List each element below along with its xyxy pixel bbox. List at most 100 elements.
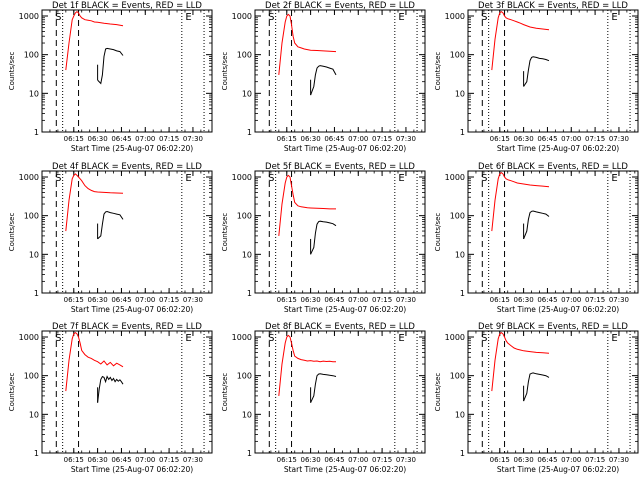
y-tick-label: 1000: [232, 333, 252, 342]
x-tick-label: 07:15: [159, 456, 179, 464]
x-tick-label: 07:15: [159, 135, 179, 143]
time-marker-label: E: [185, 12, 191, 23]
y-tick-label: 100: [237, 212, 252, 221]
x-tick-label: 06:30: [301, 135, 321, 143]
time-marker-label: S: [55, 12, 61, 23]
y-tick-label: 1000: [445, 173, 465, 182]
x-tick-label: 06:15: [277, 296, 297, 304]
x-tick-label: 07:15: [372, 456, 392, 464]
y-tick-label: 100: [237, 51, 252, 60]
detector-chart-4: Det 4f BLACK = Events, RED = LLD Counts/s…: [8, 162, 213, 314]
detector-chart-7: Det 7f BLACK = Events, RED = LLD Counts/s…: [8, 322, 213, 474]
x-tick-label: 07:30: [609, 296, 629, 304]
y-axis-label: Counts/sec: [434, 373, 442, 412]
x-axis-label: Start Time (25-Aug-07 06:02:20): [497, 144, 619, 153]
time-marker-label: S: [55, 173, 61, 184]
y-tick-label: 10: [29, 89, 39, 98]
x-tick-label: 07:30: [396, 135, 416, 143]
x-tick-label: 06:15: [277, 456, 297, 464]
x-tick-label: 06:45: [324, 296, 344, 304]
y-tick-label: 1: [34, 289, 39, 298]
time-marker-label: E: [398, 12, 404, 23]
x-tick-label: 07:30: [183, 456, 203, 464]
y-tick-label: 10: [29, 410, 39, 419]
time-marker-label: S: [481, 12, 487, 23]
lld-series-line: [65, 10, 124, 71]
time-marker-label: E: [611, 333, 617, 344]
chart-title: Det 9f BLACK = Events, RED = LLD: [478, 322, 628, 332]
x-tick-label: 06:45: [537, 135, 557, 143]
x-tick-label: 06:45: [537, 456, 557, 464]
y-tick-label: 1: [460, 128, 465, 137]
x-tick-label: 06:30: [514, 296, 534, 304]
detector-chart-8: Det 8f BLACK = Events, RED = LLD Counts/s…: [221, 322, 426, 474]
x-axis-label: Start Time (25-Aug-07 06:02:20): [71, 465, 193, 474]
x-tick-label: 07:15: [372, 135, 392, 143]
y-tick-label: 10: [29, 250, 39, 259]
chart-title: Det 3f BLACK = Events, RED = LLD: [478, 1, 628, 11]
x-tick-label: 07:15: [585, 456, 605, 464]
plot-frame: [41, 170, 213, 294]
x-tick-label: 07:00: [348, 456, 368, 464]
x-tick-label: 07:30: [396, 296, 416, 304]
x-tick-label: 07:30: [609, 456, 629, 464]
y-tick-label: 1000: [232, 12, 252, 21]
x-tick-label: 07:00: [561, 296, 581, 304]
x-tick-label: 06:15: [64, 456, 84, 464]
y-axis-label: Counts/sec: [434, 213, 442, 252]
y-tick-label: 10: [242, 250, 252, 259]
x-tick-label: 06:15: [64, 135, 84, 143]
y-tick-label: 100: [450, 372, 465, 381]
events-series-line: [523, 372, 550, 402]
x-tick-label: 07:15: [585, 135, 605, 143]
x-tick-label: 07:30: [183, 135, 203, 143]
y-tick-label: 1000: [445, 333, 465, 342]
y-axis-label: Counts/sec: [221, 373, 229, 412]
y-tick-label: 1: [460, 449, 465, 458]
events-series-line: [310, 373, 337, 403]
y-tick-label: 100: [450, 212, 465, 221]
y-tick-label: 10: [455, 250, 465, 259]
detector-chart-3: Det 3f BLACK = Events, RED = LLD Counts/s…: [434, 1, 639, 153]
time-marker-label: S: [268, 173, 274, 184]
time-marker-label: E: [398, 173, 404, 184]
y-tick-label: 1: [247, 128, 252, 137]
chart-title: Det 8f BLACK = Events, RED = LLD: [265, 322, 415, 332]
y-tick-label: 10: [455, 410, 465, 419]
y-tick-label: 1: [247, 449, 252, 458]
time-marker-label: E: [185, 173, 191, 184]
events-series-line: [97, 47, 124, 85]
y-tick-label: 1: [247, 289, 252, 298]
x-tick-label: 06:15: [64, 296, 84, 304]
y-tick-label: 1: [460, 289, 465, 298]
lld-series-line: [278, 334, 337, 396]
x-tick-label: 06:45: [324, 456, 344, 464]
x-tick-label: 06:15: [490, 296, 510, 304]
x-tick-label: 06:45: [111, 296, 131, 304]
y-tick-label: 100: [24, 372, 39, 381]
y-tick-label: 1000: [19, 173, 39, 182]
x-tick-label: 07:00: [561, 456, 581, 464]
lld-series-line: [278, 13, 337, 75]
x-tick-label: 06:30: [514, 135, 534, 143]
time-marker-label: E: [611, 173, 617, 184]
chart-title: Det 7f BLACK = Events, RED = LLD: [52, 322, 202, 332]
x-axis-label: Start Time (25-Aug-07 06:02:20): [284, 305, 406, 314]
detector-chart-6: Det 6f BLACK = Events, RED = LLD Counts/s…: [434, 162, 639, 314]
lld-series-line: [491, 171, 550, 232]
y-axis-label: Counts/sec: [434, 52, 442, 91]
lld-series-line: [278, 174, 336, 236]
time-marker-label: S: [268, 12, 274, 23]
x-tick-label: 07:15: [585, 296, 605, 304]
x-tick-label: 06:45: [111, 135, 131, 143]
x-tick-label: 07:00: [561, 135, 581, 143]
x-axis-label: Start Time (25-Aug-07 06:02:20): [497, 305, 619, 314]
x-tick-label: 06:45: [324, 135, 344, 143]
lld-series-line: [65, 173, 124, 232]
detector-chart-9: Det 9f BLACK = Events, RED = LLD Counts/s…: [434, 322, 639, 474]
x-tick-label: 06:30: [88, 456, 108, 464]
x-tick-label: 07:00: [135, 456, 155, 464]
y-axis-label: Counts/sec: [8, 213, 16, 252]
time-marker-label: S: [481, 173, 487, 184]
detector-chart-1: Det 1f BLACK = Events, RED = LLD Counts/s…: [8, 1, 213, 153]
